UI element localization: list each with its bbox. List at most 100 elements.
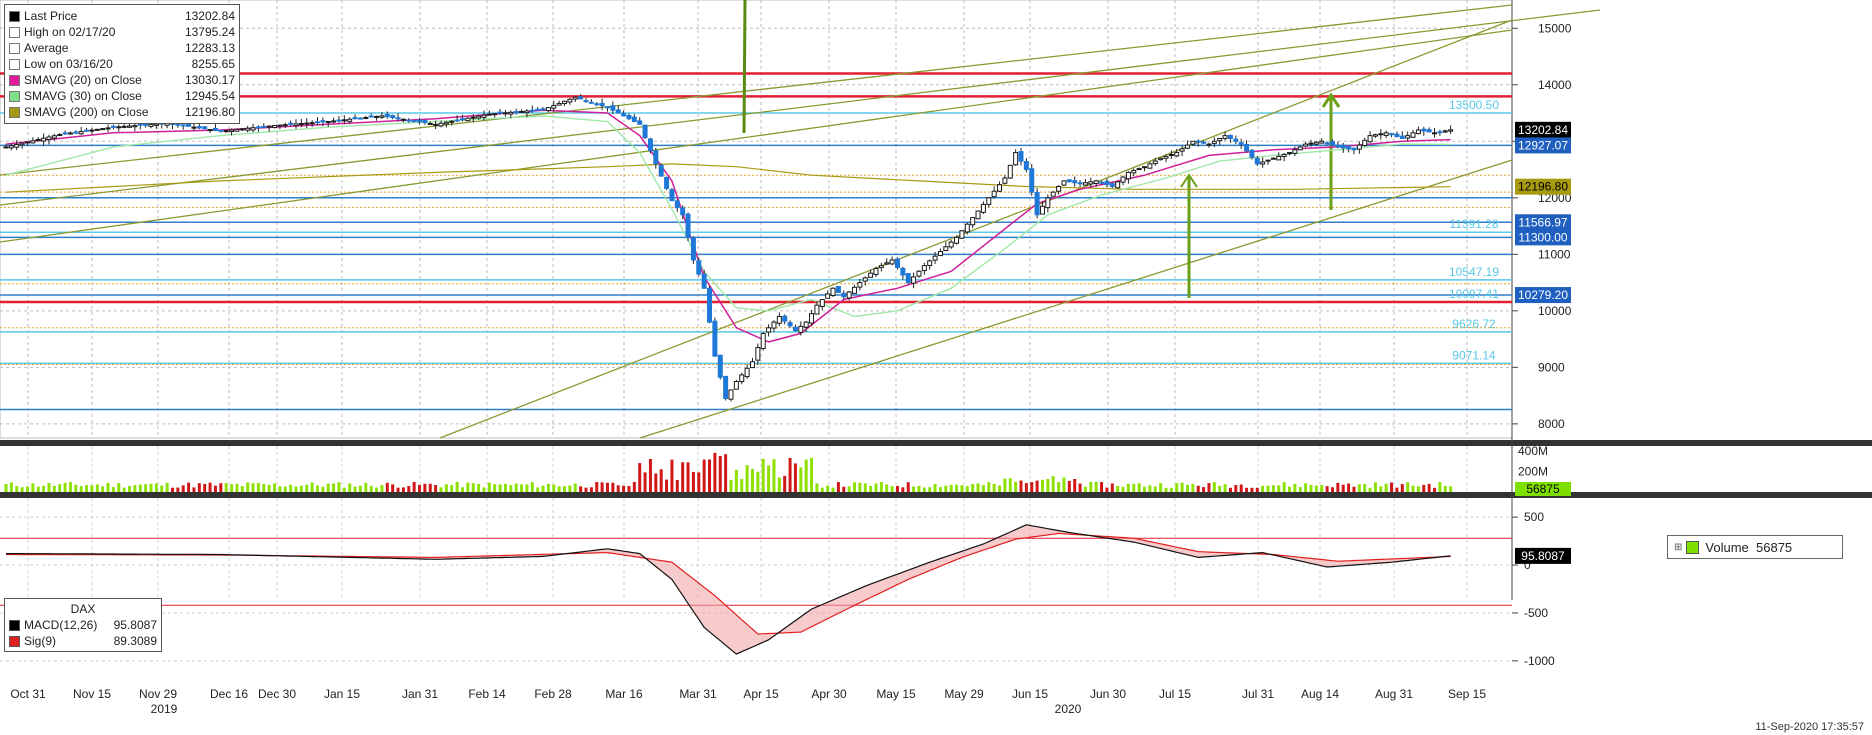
price-tag <box>1515 229 1571 246</box>
volume-bar <box>847 486 851 492</box>
candle <box>132 125 138 128</box>
candle <box>1023 161 1029 171</box>
volume-bar <box>251 483 255 492</box>
candle <box>116 126 122 129</box>
candle <box>390 115 396 119</box>
candle <box>578 96 584 100</box>
volume-bar <box>149 483 153 492</box>
volume-bars <box>4 452 1453 492</box>
candle <box>1432 132 1438 135</box>
candle <box>900 267 906 276</box>
candle <box>878 265 884 269</box>
volume-bar <box>546 483 550 492</box>
candle <box>588 101 594 104</box>
candle <box>1163 155 1169 159</box>
panel-divider <box>0 440 1872 446</box>
arrow-head <box>1321 92 1341 108</box>
volume-bar <box>444 484 448 492</box>
candle <box>347 118 353 122</box>
candle <box>223 130 229 133</box>
x-tick-label: May 29 <box>944 687 984 701</box>
legend-label: SMAVG (200) on Close <box>24 105 149 119</box>
candle <box>1222 135 1228 139</box>
volume-bar <box>1014 481 1018 492</box>
x-tick-label: Aug 31 <box>1375 687 1413 701</box>
candle <box>293 123 299 127</box>
candle <box>1061 180 1067 186</box>
volume-bar <box>1261 485 1265 492</box>
volume-bar <box>616 485 620 492</box>
price-tag-label: 10279.20 <box>1518 288 1568 302</box>
volume-bar <box>1304 483 1308 492</box>
candle <box>669 189 675 202</box>
candle <box>1367 135 1373 143</box>
volume-bar <box>1105 487 1109 492</box>
x-tick-label: Sep 15 <box>1448 687 1486 701</box>
candle <box>368 115 374 118</box>
candle <box>1104 180 1110 186</box>
level-label: 13500.50 <box>1449 98 1499 112</box>
volume-bar <box>101 486 105 492</box>
candle <box>261 125 267 128</box>
x-tick-label: Feb 28 <box>534 687 572 701</box>
candle <box>1410 132 1416 138</box>
candle <box>819 299 825 307</box>
macd-line <box>6 524 1451 655</box>
volume-bar <box>1223 484 1227 492</box>
volume-bar <box>573 483 577 492</box>
candle <box>288 122 294 125</box>
volume-bar <box>702 459 706 492</box>
macd-label: MACD(12,26) <box>24 618 98 632</box>
candle <box>1254 157 1260 165</box>
volume-bar <box>509 485 513 492</box>
candle <box>234 128 240 132</box>
macd-tick-label: -1000 <box>1524 654 1555 668</box>
volume-bar <box>42 485 46 492</box>
candle <box>868 272 874 278</box>
candle <box>1405 135 1411 139</box>
candle <box>739 374 745 382</box>
candle <box>894 258 900 269</box>
candle <box>1179 148 1185 152</box>
candle <box>749 361 755 369</box>
candle <box>443 121 449 125</box>
candle <box>78 131 84 135</box>
candle <box>1297 146 1303 151</box>
candle <box>239 128 245 131</box>
macd-tick-label: 0 <box>1524 558 1531 572</box>
volume-bar <box>85 485 89 492</box>
candle <box>567 98 573 103</box>
y-tick-label: 11000 <box>1538 247 1571 261</box>
trend-line <box>0 29 1513 243</box>
candle <box>685 213 691 238</box>
candle <box>341 119 347 122</box>
volume-bar <box>133 485 137 492</box>
candle <box>792 326 798 332</box>
volume-bar <box>520 484 524 492</box>
volume-bar <box>536 487 540 492</box>
legend-value: 12945.54 <box>184 89 235 103</box>
volume-bar <box>208 482 212 492</box>
volume-bar <box>1309 484 1313 492</box>
candle <box>1136 168 1142 171</box>
volume-bar <box>25 486 29 492</box>
x-tick-label: Dec 30 <box>258 687 296 701</box>
volume-bar <box>455 481 459 492</box>
volume-tag-label: 56875 <box>1526 482 1560 496</box>
volume-bar <box>627 486 631 492</box>
volume-bar <box>224 483 228 492</box>
candle <box>250 127 256 131</box>
expand-icon[interactable]: ⊞ <box>1674 541 1683 553</box>
volume-bar <box>863 483 867 492</box>
volume-bar <box>31 483 35 492</box>
volume-bar <box>1175 483 1179 492</box>
candle <box>320 120 326 123</box>
candle <box>229 129 235 132</box>
level-label: 9071.14 <box>1452 348 1496 362</box>
volume-bar <box>391 484 395 492</box>
volume-bar <box>79 486 83 492</box>
candle <box>1174 152 1180 157</box>
candle <box>583 100 589 103</box>
volume-bar <box>815 483 819 492</box>
volume-bar <box>20 487 24 492</box>
